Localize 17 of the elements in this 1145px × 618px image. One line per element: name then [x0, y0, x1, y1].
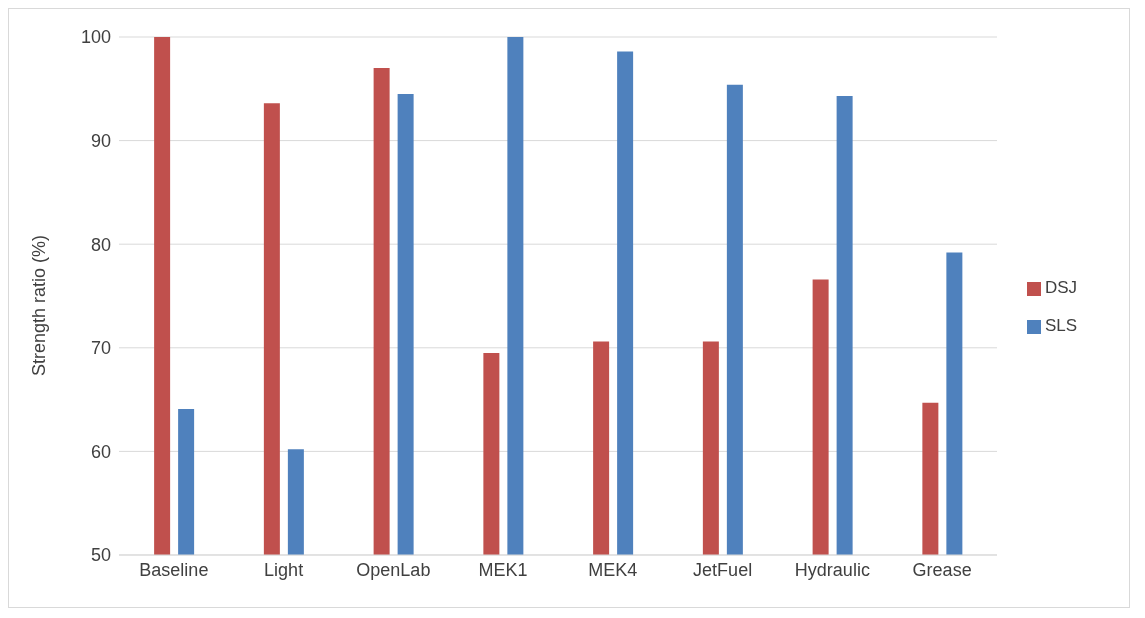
- y-tick-label: 80: [90, 234, 111, 255]
- legend-label: DSJ: [1045, 278, 1078, 297]
- y-tick-label: 70: [90, 338, 111, 359]
- y-tick-label: 90: [90, 130, 111, 151]
- x-tick-label: Baseline: [139, 559, 209, 580]
- x-tick-label: MEK4: [588, 559, 638, 580]
- y-tick-label: 60: [90, 441, 111, 462]
- x-tick-label: JetFuel: [693, 559, 753, 580]
- x-tick-label: MEK1: [478, 559, 528, 580]
- x-tick-label: OpenLab: [356, 559, 431, 580]
- x-tick-label: Hydraulic: [794, 559, 870, 580]
- y-axis-title: Strength ratio (%): [29, 234, 50, 376]
- y-tick-label: 50: [90, 545, 111, 566]
- x-tick-label: Grease: [912, 559, 972, 580]
- x-tick-label: Light: [264, 559, 304, 580]
- legend-label: SLS: [1045, 316, 1078, 335]
- y-tick-label: 100: [80, 27, 111, 48]
